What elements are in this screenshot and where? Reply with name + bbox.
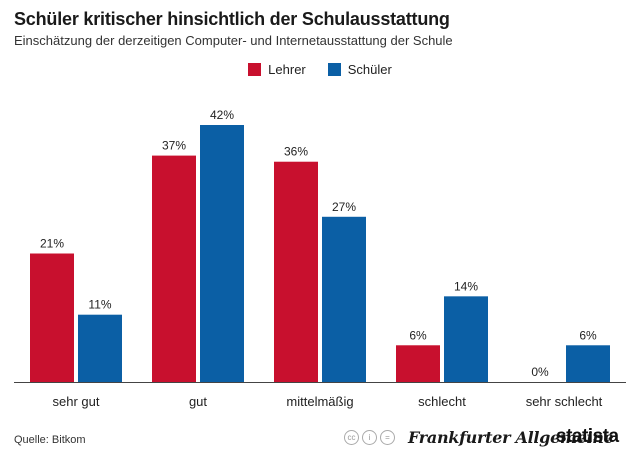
bar-schueler-sehr-gut bbox=[78, 314, 122, 382]
chart-title: Schüler kritischer hinsichtlich der Schu… bbox=[14, 9, 450, 29]
data-label-schueler-sehr-gut: 11% bbox=[88, 298, 111, 312]
x-tick-label: schlecht bbox=[418, 394, 466, 409]
chart-subtitle: Einschätzung der derzeitigen Computer- u… bbox=[14, 33, 453, 48]
data-label-schueler-gut: 42% bbox=[210, 108, 234, 122]
bar-lehrer-mittelmaeßig bbox=[274, 161, 318, 382]
legend-swatch-lehrer bbox=[248, 63, 262, 76]
data-label-lehrer-sehr-schlecht: 0% bbox=[531, 365, 549, 379]
legend-item-schueler: Schüler bbox=[327, 62, 392, 77]
bar-lehrer-schlecht bbox=[396, 345, 440, 382]
legend-label-lehrer: Lehrer bbox=[268, 62, 306, 77]
cc-icon: cc bbox=[344, 430, 359, 445]
data-label-schueler-schlecht: 14% bbox=[454, 279, 478, 293]
nd-icon: = bbox=[380, 430, 395, 445]
bar-schueler-mittelmaeßig bbox=[322, 216, 366, 382]
license-icons: cc i = bbox=[344, 430, 395, 445]
legend-swatch-schueler bbox=[327, 63, 341, 76]
data-label-schueler-sehr-schlecht: 6% bbox=[579, 328, 597, 342]
x-tick-label: sehr schlecht bbox=[526, 394, 603, 409]
data-label-lehrer-sehr-gut: 21% bbox=[40, 237, 64, 251]
statista-logo[interactable]: statista bbox=[556, 426, 619, 447]
source-note: Quelle: Bitkom bbox=[14, 434, 86, 446]
data-label-lehrer-mittelmaeßig: 36% bbox=[284, 145, 308, 159]
data-label-lehrer-gut: 37% bbox=[162, 139, 186, 153]
bar-schueler-gut bbox=[200, 125, 244, 382]
publisher-logo: Frankfurter Allgemeine bbox=[408, 428, 614, 447]
legend-label-schueler: Schüler bbox=[347, 62, 392, 77]
bar-schueler-schlecht bbox=[444, 296, 488, 382]
bar-lehrer-gut bbox=[152, 155, 196, 382]
x-tick-label: sehr gut bbox=[53, 394, 100, 409]
legend-item-lehrer: Lehrer bbox=[248, 62, 306, 77]
x-tick-label: mittelmäßig bbox=[286, 394, 353, 409]
data-label-lehrer-schlecht: 6% bbox=[409, 328, 427, 342]
bar-schueler-sehr-schlecht bbox=[566, 345, 610, 382]
x-tick-label: gut bbox=[189, 394, 207, 409]
bar-lehrer-sehr-gut bbox=[30, 253, 74, 382]
data-label-schueler-mittelmaeßig: 27% bbox=[332, 200, 356, 214]
by-icon: i bbox=[362, 430, 377, 445]
legend: Lehrer Schüler bbox=[0, 62, 640, 77]
